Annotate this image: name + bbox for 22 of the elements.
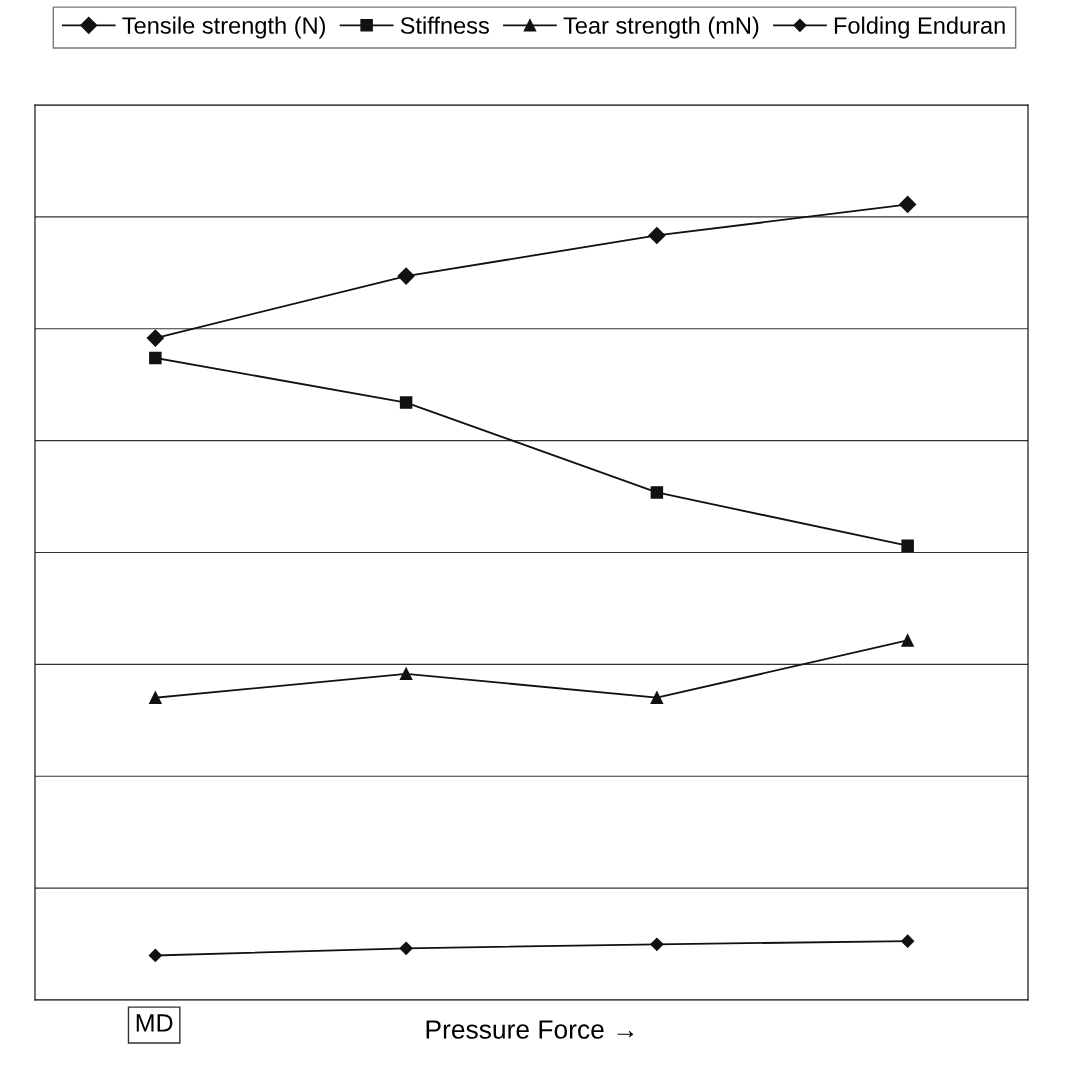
point [399, 396, 413, 409]
point [650, 937, 664, 951]
legend-label: Tensile strength (N) [122, 16, 326, 39]
point [901, 634, 914, 647]
point [901, 539, 914, 552]
point [399, 941, 413, 955]
x-axis-title: Pressure Force → [426, 1020, 634, 1039]
point [899, 195, 917, 213]
point [149, 351, 162, 365]
point [648, 226, 666, 245]
point [397, 267, 415, 285]
legend-label: Tear strength (mN) [563, 16, 759, 39]
point [650, 691, 664, 704]
point [148, 948, 162, 963]
point [149, 691, 162, 704]
point [146, 329, 164, 347]
point [399, 667, 413, 681]
point [901, 934, 915, 948]
legend-label: Folding Enduran [834, 16, 1005, 39]
text: MD [136, 1014, 173, 1032]
legend-label: Stiffness [400, 16, 489, 34]
point [650, 486, 664, 499]
